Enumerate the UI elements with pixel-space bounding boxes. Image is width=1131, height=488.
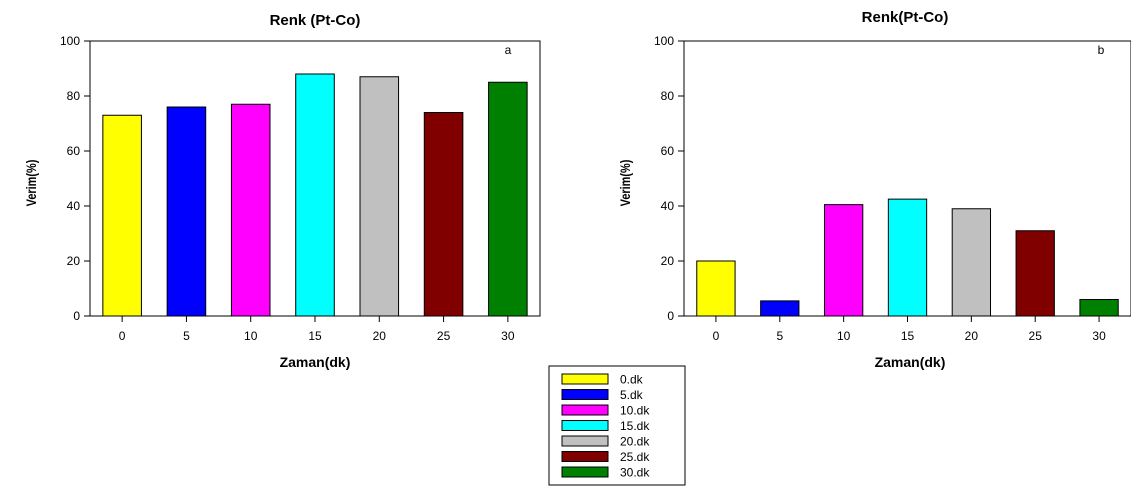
- legend-swatch: [561, 420, 609, 431]
- bar-20: [951, 208, 992, 317]
- y-tick-label: 0: [667, 309, 674, 323]
- legend-swatch: [561, 435, 609, 447]
- y-tick-label: 60: [661, 144, 675, 158]
- bar-15: [887, 198, 928, 317]
- legend-label: 0.dk: [620, 373, 644, 387]
- x-tick-label: 20: [965, 329, 979, 343]
- bar-5: [166, 106, 207, 317]
- panel-label: b: [1098, 43, 1105, 57]
- legend-label: 20.dk: [620, 435, 650, 449]
- y-tick-label: 40: [67, 199, 81, 213]
- x-axis-label: Zaman(dk): [280, 354, 351, 370]
- legend-label: 25.dk: [620, 450, 650, 464]
- panel-label: a: [505, 43, 512, 57]
- x-tick-label: 25: [437, 329, 451, 343]
- bar-20: [359, 76, 400, 317]
- y-axis-label: Verim(%): [618, 160, 634, 207]
- y-tick-label: 0: [73, 309, 80, 323]
- bar-0: [696, 260, 736, 317]
- chart-title: Renk(Pt-Co): [862, 9, 949, 26]
- y-axis-label: Verim(%): [24, 160, 40, 207]
- legend-swatch: [561, 389, 609, 400]
- chart-panel-b: Renk(Pt-Co) b Verim(%) Zaman(dk) 0 20 40 60…: [618, 9, 1131, 370]
- x-axis-label: Zaman(dk): [875, 354, 946, 370]
- bar-25: [1015, 230, 1055, 317]
- y-tick-label: 20: [661, 254, 675, 268]
- legend-label: 5.dk: [620, 388, 644, 402]
- x-tick-label: 30: [1092, 329, 1106, 343]
- legend-swatch: [561, 451, 609, 462]
- legend-label: 15.dk: [620, 419, 650, 433]
- x-tick-label: 10: [837, 329, 851, 343]
- x-tick-label: 25: [1029, 329, 1043, 343]
- x-tick-label: 20: [373, 329, 387, 343]
- y-tick-label: 100: [654, 34, 674, 48]
- x-tick-label: 5: [776, 329, 783, 343]
- x-tick-label: 15: [901, 329, 915, 343]
- bar-0: [102, 114, 142, 317]
- x-tick-label: 10: [244, 329, 258, 343]
- bar-15: [295, 73, 335, 317]
- x-tick-label: 5: [183, 329, 190, 343]
- y-tick-label: 60: [67, 144, 81, 158]
- bar-30: [488, 81, 528, 317]
- x-tick-label: 0: [713, 329, 720, 343]
- bar-5: [760, 300, 800, 317]
- legend-swatch: [561, 466, 609, 478]
- x-tick-label: 0: [119, 329, 126, 343]
- x-tick-label: 15: [308, 329, 322, 343]
- chart-panel-a: Renk (Pt-Co) a Verim(%) Zaman(dk) 0 20 40 6…: [24, 12, 541, 370]
- bar-10: [230, 103, 271, 317]
- y-tick-label: 80: [67, 89, 81, 103]
- legend-label: 10.dk: [620, 404, 650, 418]
- legend-swatch: [561, 404, 609, 416]
- bar-10: [823, 204, 864, 317]
- y-tick-label: 80: [661, 89, 675, 103]
- legend-label: 30.dk: [620, 466, 650, 480]
- y-tick-label: 20: [67, 254, 81, 268]
- y-tick-label: 100: [60, 34, 80, 48]
- bar-25: [423, 112, 464, 317]
- x-tick-label: 30: [501, 329, 515, 343]
- chart-title: Renk (Pt-Co): [270, 12, 361, 29]
- bar-30: [1079, 299, 1119, 317]
- y-tick-label: 40: [661, 199, 675, 213]
- legend-swatch: [561, 373, 609, 385]
